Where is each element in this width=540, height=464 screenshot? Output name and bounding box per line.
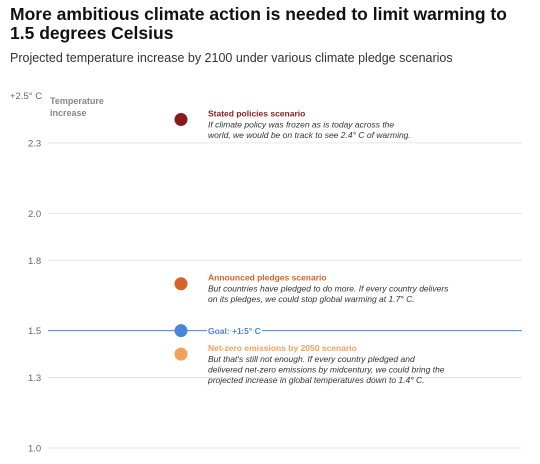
scenario-point: [174, 112, 188, 126]
y-tick-label: 1.5: [28, 326, 41, 337]
chart-title: More ambitious climate action is needed …: [10, 4, 507, 43]
scenario-description-line: world, we would be on track to see 2.4° …: [208, 130, 411, 140]
y-tick-label: 1.3: [28, 373, 41, 384]
scenario-description-line: delivered net-zero emissions by midcentu…: [208, 365, 445, 375]
scenario-point: [174, 277, 188, 291]
scenario-name: Stated policies scenario: [208, 108, 305, 118]
scenario-description-line: But that's still not enough. If every co…: [208, 354, 415, 364]
y-tick-label: +2.5° C: [10, 91, 42, 102]
y-axis-title: Temperature: [50, 96, 104, 106]
scenario-point: [174, 347, 188, 361]
goal-layer: Goal: +1.5° C: [48, 324, 522, 338]
y-tick-label: 1.8: [28, 256, 41, 267]
y-axis-title: increase: [50, 108, 87, 118]
chart-subtitle: Projected temperature increase by 2100 u…: [10, 51, 453, 65]
scenario-description-line: If climate policy was frozen as is today…: [208, 119, 394, 129]
y-tick-label: 1.0: [28, 444, 41, 455]
scenario-description-line: projected increase in global temperature…: [207, 375, 425, 385]
goal-point: [174, 324, 188, 338]
y-tick-label: 2.3: [28, 138, 41, 149]
goal-label: Goal: +1.5° C: [208, 326, 261, 336]
scenario-name: Net-zero emissions by 2050 scenario: [208, 343, 357, 353]
scenario-description-line: But countries have pledged to do more. I…: [208, 284, 449, 294]
scenario-description-line: on its pledges, we could stop global war…: [208, 294, 415, 304]
y-tick-label: 2.0: [28, 209, 41, 220]
scenario-name: Announced pledges scenario: [208, 273, 327, 283]
point-layer: [174, 112, 188, 361]
